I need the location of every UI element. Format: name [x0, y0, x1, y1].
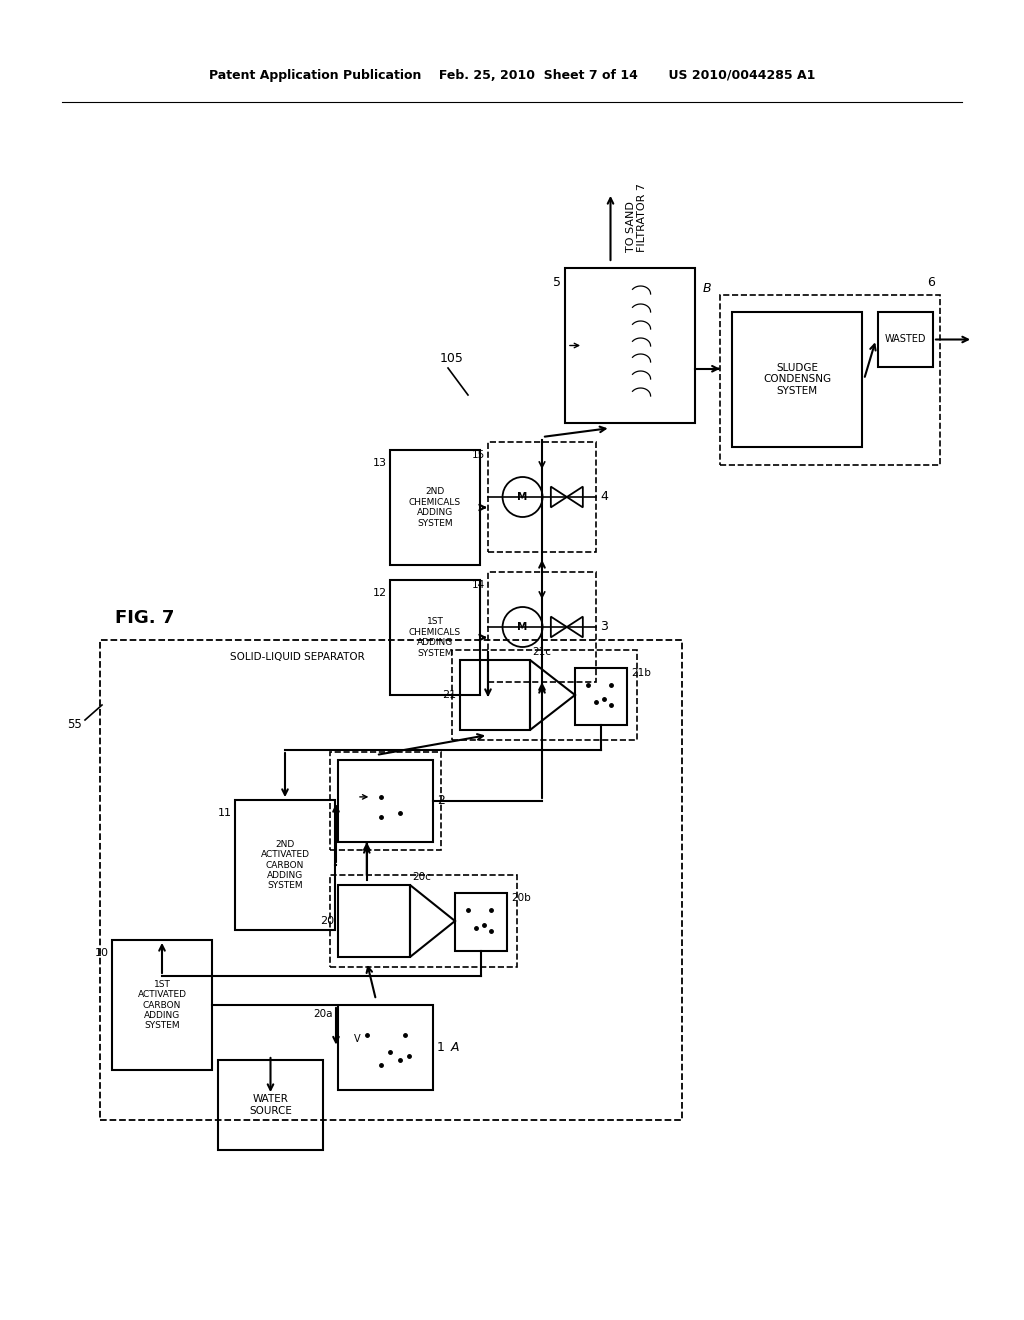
Text: V: V — [353, 1034, 360, 1044]
Bar — [390, 450, 480, 565]
Bar — [460, 660, 530, 730]
Bar — [100, 640, 682, 1119]
Text: 105: 105 — [440, 351, 464, 364]
Bar — [390, 579, 480, 696]
Text: A: A — [451, 1041, 460, 1053]
Text: 15: 15 — [472, 450, 485, 459]
Bar — [452, 649, 637, 741]
Text: 2ND
ACTIVATED
CARBON
ADDING
SYSTEM: 2ND ACTIVATED CARBON ADDING SYSTEM — [260, 840, 309, 890]
Text: SLUDGE
CONDENSNG
SYSTEM: SLUDGE CONDENSNG SYSTEM — [763, 363, 831, 396]
Bar — [488, 442, 596, 552]
Text: 1ST
ACTIVATED
CARBON
ADDING
SYSTEM: 1ST ACTIVATED CARBON ADDING SYSTEM — [137, 979, 186, 1031]
Text: 1: 1 — [437, 1041, 444, 1053]
Text: B: B — [703, 281, 712, 294]
Text: 21b: 21b — [631, 668, 651, 678]
Text: 14: 14 — [472, 579, 485, 590]
Text: 20a: 20a — [313, 1008, 333, 1019]
Text: 5: 5 — [553, 276, 561, 289]
Text: 2: 2 — [437, 795, 444, 808]
Bar — [338, 760, 433, 842]
Bar — [218, 1060, 323, 1150]
Bar — [575, 668, 627, 725]
Bar — [720, 294, 940, 465]
Text: 20c: 20c — [412, 873, 431, 882]
Text: 12: 12 — [373, 587, 387, 598]
Text: 2ND
CHEMICALS
ADDING
SYSTEM: 2ND CHEMICALS ADDING SYSTEM — [409, 487, 461, 528]
Text: 21: 21 — [442, 690, 456, 700]
Text: M: M — [517, 492, 527, 502]
Text: 55: 55 — [68, 718, 82, 731]
Bar — [455, 894, 507, 950]
Bar — [234, 800, 335, 931]
Text: 3: 3 — [600, 620, 608, 634]
Bar — [330, 875, 517, 968]
Bar — [878, 312, 933, 367]
Text: TO SAND
FILTRATOR 7: TO SAND FILTRATOR 7 — [626, 183, 647, 252]
Text: WASTED: WASTED — [885, 334, 927, 345]
Bar — [488, 572, 596, 682]
Text: SOLID-LIQUID SEPARATOR: SOLID-LIQUID SEPARATOR — [230, 652, 365, 663]
Text: 20: 20 — [319, 916, 334, 927]
Text: 11: 11 — [218, 808, 232, 818]
Bar — [330, 752, 441, 850]
Text: 10: 10 — [95, 948, 109, 958]
Bar — [338, 1005, 433, 1090]
Text: 4: 4 — [600, 491, 608, 503]
Text: 21c: 21c — [532, 647, 551, 657]
Bar — [565, 268, 695, 422]
Bar — [112, 940, 212, 1071]
Text: 1ST
CHEMICALS
ADDING
SYSTEM: 1ST CHEMICALS ADDING SYSTEM — [409, 618, 461, 657]
Bar — [338, 884, 410, 957]
Text: 13: 13 — [373, 458, 387, 469]
Bar — [732, 312, 862, 447]
Text: 20b: 20b — [511, 894, 530, 903]
Text: M: M — [517, 622, 527, 632]
Text: WATER
SOURCE: WATER SOURCE — [249, 1094, 292, 1115]
Text: FIG. 7: FIG. 7 — [115, 609, 174, 627]
Text: Patent Application Publication    Feb. 25, 2010  Sheet 7 of 14       US 2010/004: Patent Application Publication Feb. 25, … — [209, 69, 815, 82]
Text: 6: 6 — [927, 276, 935, 289]
